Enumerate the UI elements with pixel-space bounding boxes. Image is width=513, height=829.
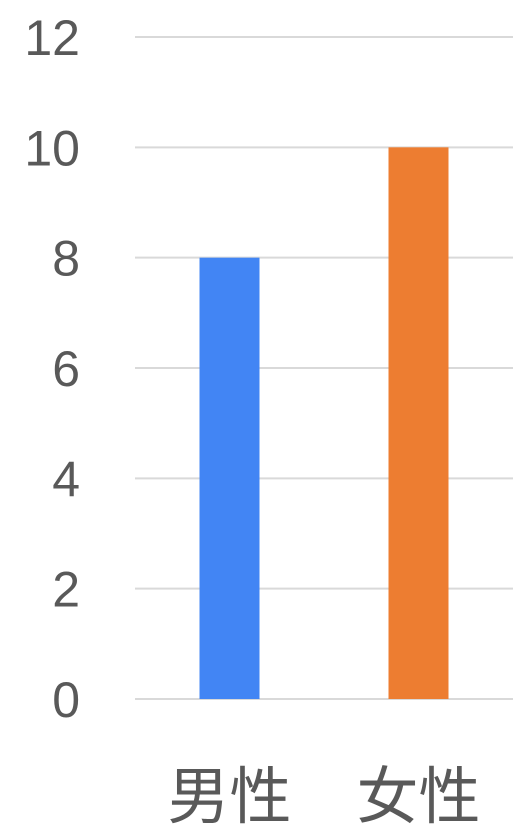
y-tick-label: 2 bbox=[52, 562, 80, 618]
y-tick-label: 0 bbox=[52, 672, 80, 728]
bar bbox=[388, 147, 449, 700]
y-axis-tick-labels: 0 2 4 6 8 10 12 bbox=[24, 10, 80, 728]
y-tick-label: 10 bbox=[24, 120, 80, 176]
x-category-label: 女性 bbox=[356, 760, 480, 829]
y-tick-label: 12 bbox=[24, 10, 80, 66]
gridlines bbox=[135, 36, 513, 700]
y-tick-label: 8 bbox=[52, 231, 80, 287]
bars bbox=[199, 147, 449, 700]
y-tick-label: 6 bbox=[52, 341, 80, 397]
y-tick-label: 4 bbox=[52, 451, 80, 507]
x-category-label: 男性 bbox=[167, 760, 291, 829]
x-axis-category-labels: 男性 女性 bbox=[167, 760, 480, 829]
bar bbox=[199, 257, 260, 699]
